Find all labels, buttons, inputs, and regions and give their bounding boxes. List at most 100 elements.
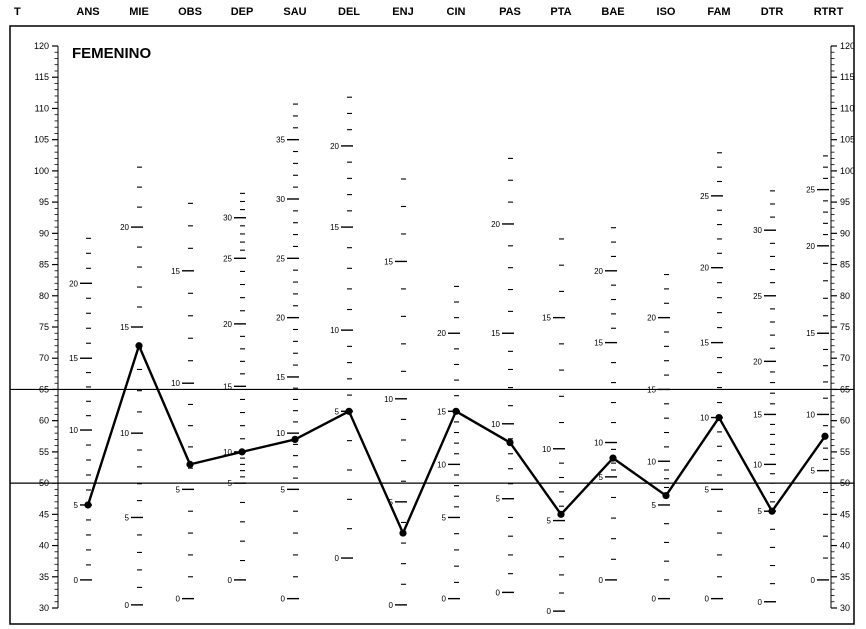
- profile-point-iso: [662, 492, 670, 500]
- raw-score-label: 15: [491, 329, 500, 338]
- t-label-left: 100: [34, 166, 49, 176]
- profile-point-del: [345, 407, 353, 415]
- chart-frame: [9, 25, 855, 625]
- raw-score-label: 5: [547, 517, 552, 526]
- raw-score-label: 5: [176, 485, 181, 494]
- raw-scale-ans: 0 5 10 15 20: [69, 237, 92, 585]
- scale-header-dtr: DTR: [761, 6, 784, 18]
- scale-header-iso: ISO: [657, 6, 676, 18]
- t-label-right: 110: [840, 103, 854, 113]
- raw-score-label: 20: [437, 329, 446, 338]
- raw-score-label: 0: [335, 554, 340, 563]
- raw-score-label: 10: [171, 379, 180, 388]
- t-label-left: 85: [39, 260, 49, 270]
- t-label-right: 75: [840, 322, 850, 332]
- t-label-right: 115: [840, 72, 854, 82]
- raw-score-label: 15: [330, 223, 339, 232]
- raw-score-label: 10: [223, 448, 232, 457]
- profile-point-sau: [291, 435, 299, 443]
- raw-score-label: 0: [281, 595, 286, 604]
- raw-scale-iso: 0 5 10 15 20: [647, 273, 670, 604]
- raw-score-label: 10: [330, 326, 339, 335]
- t-label-left: 35: [39, 572, 49, 582]
- t-label-right: 60: [840, 416, 850, 426]
- scale-header-pta: PTA: [550, 6, 571, 18]
- t-label-right: 95: [840, 197, 850, 207]
- scale-header-fam: FAM: [707, 6, 730, 18]
- profile-point-dtr: [768, 507, 776, 515]
- t-label-left: 70: [39, 353, 49, 363]
- raw-scale-pas: 0 5 10 15 20: [491, 157, 514, 597]
- raw-score-label: 5: [389, 498, 394, 507]
- raw-score-label: 5: [228, 479, 233, 488]
- raw-score-label: 0: [125, 601, 130, 610]
- raw-score-label: 5: [811, 467, 816, 476]
- raw-scale-fam: 0 5 10 15 20 25: [700, 152, 723, 604]
- scale-header-enj: ENJ: [392, 6, 413, 18]
- raw-score-label: 20: [806, 242, 815, 251]
- raw-score-label: 25: [753, 292, 762, 301]
- raw-score-label: 15: [806, 329, 815, 338]
- raw-score-label: 15: [223, 382, 232, 391]
- raw-scale-sau: 0 5 10 15 20 25 30 35: [276, 103, 299, 604]
- raw-score-label: 5: [758, 507, 763, 516]
- scale-header-bae: BAE: [601, 6, 624, 18]
- scale-header-dep: DEP: [231, 6, 254, 18]
- raw-score-label: 25: [223, 254, 232, 263]
- raw-score-label: 0: [705, 595, 710, 604]
- raw-score-label: 30: [753, 226, 762, 235]
- profile-series: [84, 342, 829, 537]
- raw-score-label: 5: [281, 485, 286, 494]
- raw-score-label: 10: [542, 445, 551, 454]
- raw-score-label: 5: [599, 473, 604, 482]
- raw-score-label: 5: [442, 513, 447, 522]
- raw-score-label: 15: [753, 410, 762, 419]
- profile-point-enj: [399, 529, 407, 537]
- raw-score-label: 0: [389, 601, 394, 610]
- t-label-right: 100: [840, 166, 855, 176]
- raw-score-label: 15: [700, 339, 709, 348]
- raw-score-label: 15: [171, 267, 180, 276]
- raw-score-label: 10: [594, 439, 603, 448]
- raw-score-label: 0: [74, 576, 79, 585]
- raw-score-label: 20: [330, 142, 339, 151]
- raw-score-label: 10: [437, 460, 446, 469]
- t-label-right: 40: [840, 541, 850, 551]
- t-label-right: 35: [840, 572, 850, 582]
- t-label-left: 30: [39, 603, 49, 613]
- raw-score-label: 25: [806, 186, 815, 195]
- scale-headers: T T ANS MIE OBS DEP SAU DEL ENJ CIN PAS PTA BAE ISO…: [14, 6, 844, 18]
- header-left-t: T: [14, 6, 21, 18]
- raw-scale-dep: 0 5 10 15 20 25 30: [223, 192, 246, 585]
- t-label-left: 115: [35, 72, 49, 82]
- scale-header-obs: OBS: [178, 6, 202, 18]
- scale-header-cin: CIN: [447, 6, 466, 18]
- t-label-left: 40: [39, 541, 49, 551]
- t-label-left: 90: [39, 228, 49, 238]
- raw-scale-enj: 0 5 10 15: [384, 178, 407, 610]
- raw-score-label: 0: [758, 598, 763, 607]
- t-label-right: 85: [840, 260, 850, 270]
- raw-score-label: 35: [276, 136, 285, 145]
- raw-score-label: 10: [753, 460, 762, 469]
- raw-score-label: 0: [228, 576, 233, 585]
- profile-point-ans: [84, 501, 92, 509]
- scale-header-del: DEL: [338, 6, 360, 18]
- profile-point-bae: [609, 454, 617, 462]
- raw-scale-obs: 0 5 10 15: [171, 202, 194, 604]
- t-label-left: 45: [39, 509, 49, 519]
- t-label-right: 50: [840, 478, 850, 488]
- raw-score-label: 0: [811, 576, 816, 585]
- raw-score-label: 10: [700, 414, 709, 423]
- raw-score-label: 15: [437, 407, 446, 416]
- t-label-right: 90: [840, 228, 850, 238]
- t-axes: 3035404550556065707580859095100105110115…: [34, 41, 855, 613]
- raw-score-label: 15: [647, 385, 656, 394]
- raw-score-label: 10: [120, 429, 129, 438]
- raw-score-label: 10: [806, 410, 815, 419]
- raw-score-label: 5: [496, 495, 501, 504]
- raw-score-label: 30: [223, 214, 232, 223]
- t-label-right: 55: [840, 447, 850, 457]
- t-label-left: 80: [39, 291, 49, 301]
